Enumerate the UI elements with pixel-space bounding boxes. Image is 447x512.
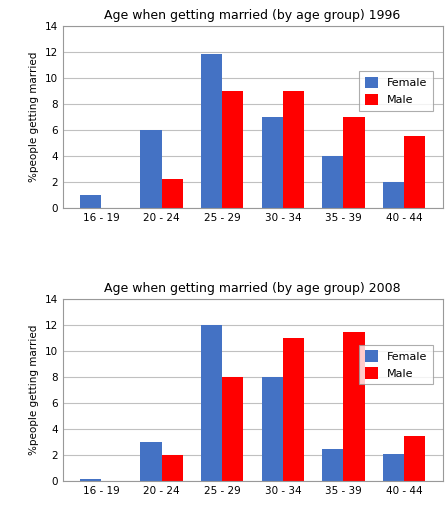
- Bar: [222, 377, 244, 481]
- Bar: [140, 442, 162, 481]
- Y-axis label: %people getting married: %people getting married: [29, 325, 39, 455]
- Bar: [261, 117, 283, 208]
- Bar: [322, 449, 343, 481]
- Bar: [140, 130, 162, 208]
- Legend: Female, Male: Female, Male: [359, 71, 433, 111]
- Bar: [162, 179, 183, 208]
- Bar: [283, 338, 304, 481]
- Bar: [261, 377, 283, 481]
- Bar: [222, 91, 244, 208]
- Bar: [322, 156, 343, 208]
- Bar: [201, 325, 222, 481]
- Y-axis label: %people getting married: %people getting married: [29, 52, 39, 182]
- Bar: [283, 91, 304, 208]
- Bar: [404, 436, 425, 481]
- Bar: [404, 136, 425, 208]
- Bar: [343, 332, 365, 481]
- Title: Age when getting married (by age group) 2008: Age when getting married (by age group) …: [104, 282, 401, 295]
- Bar: [162, 455, 183, 481]
- Bar: [80, 479, 101, 481]
- Bar: [201, 54, 222, 208]
- Title: Age when getting married (by age group) 1996: Age when getting married (by age group) …: [105, 9, 401, 22]
- Legend: Female, Male: Female, Male: [359, 345, 433, 384]
- Bar: [343, 117, 365, 208]
- Bar: [383, 454, 404, 481]
- Bar: [383, 182, 404, 208]
- Bar: [80, 195, 101, 208]
